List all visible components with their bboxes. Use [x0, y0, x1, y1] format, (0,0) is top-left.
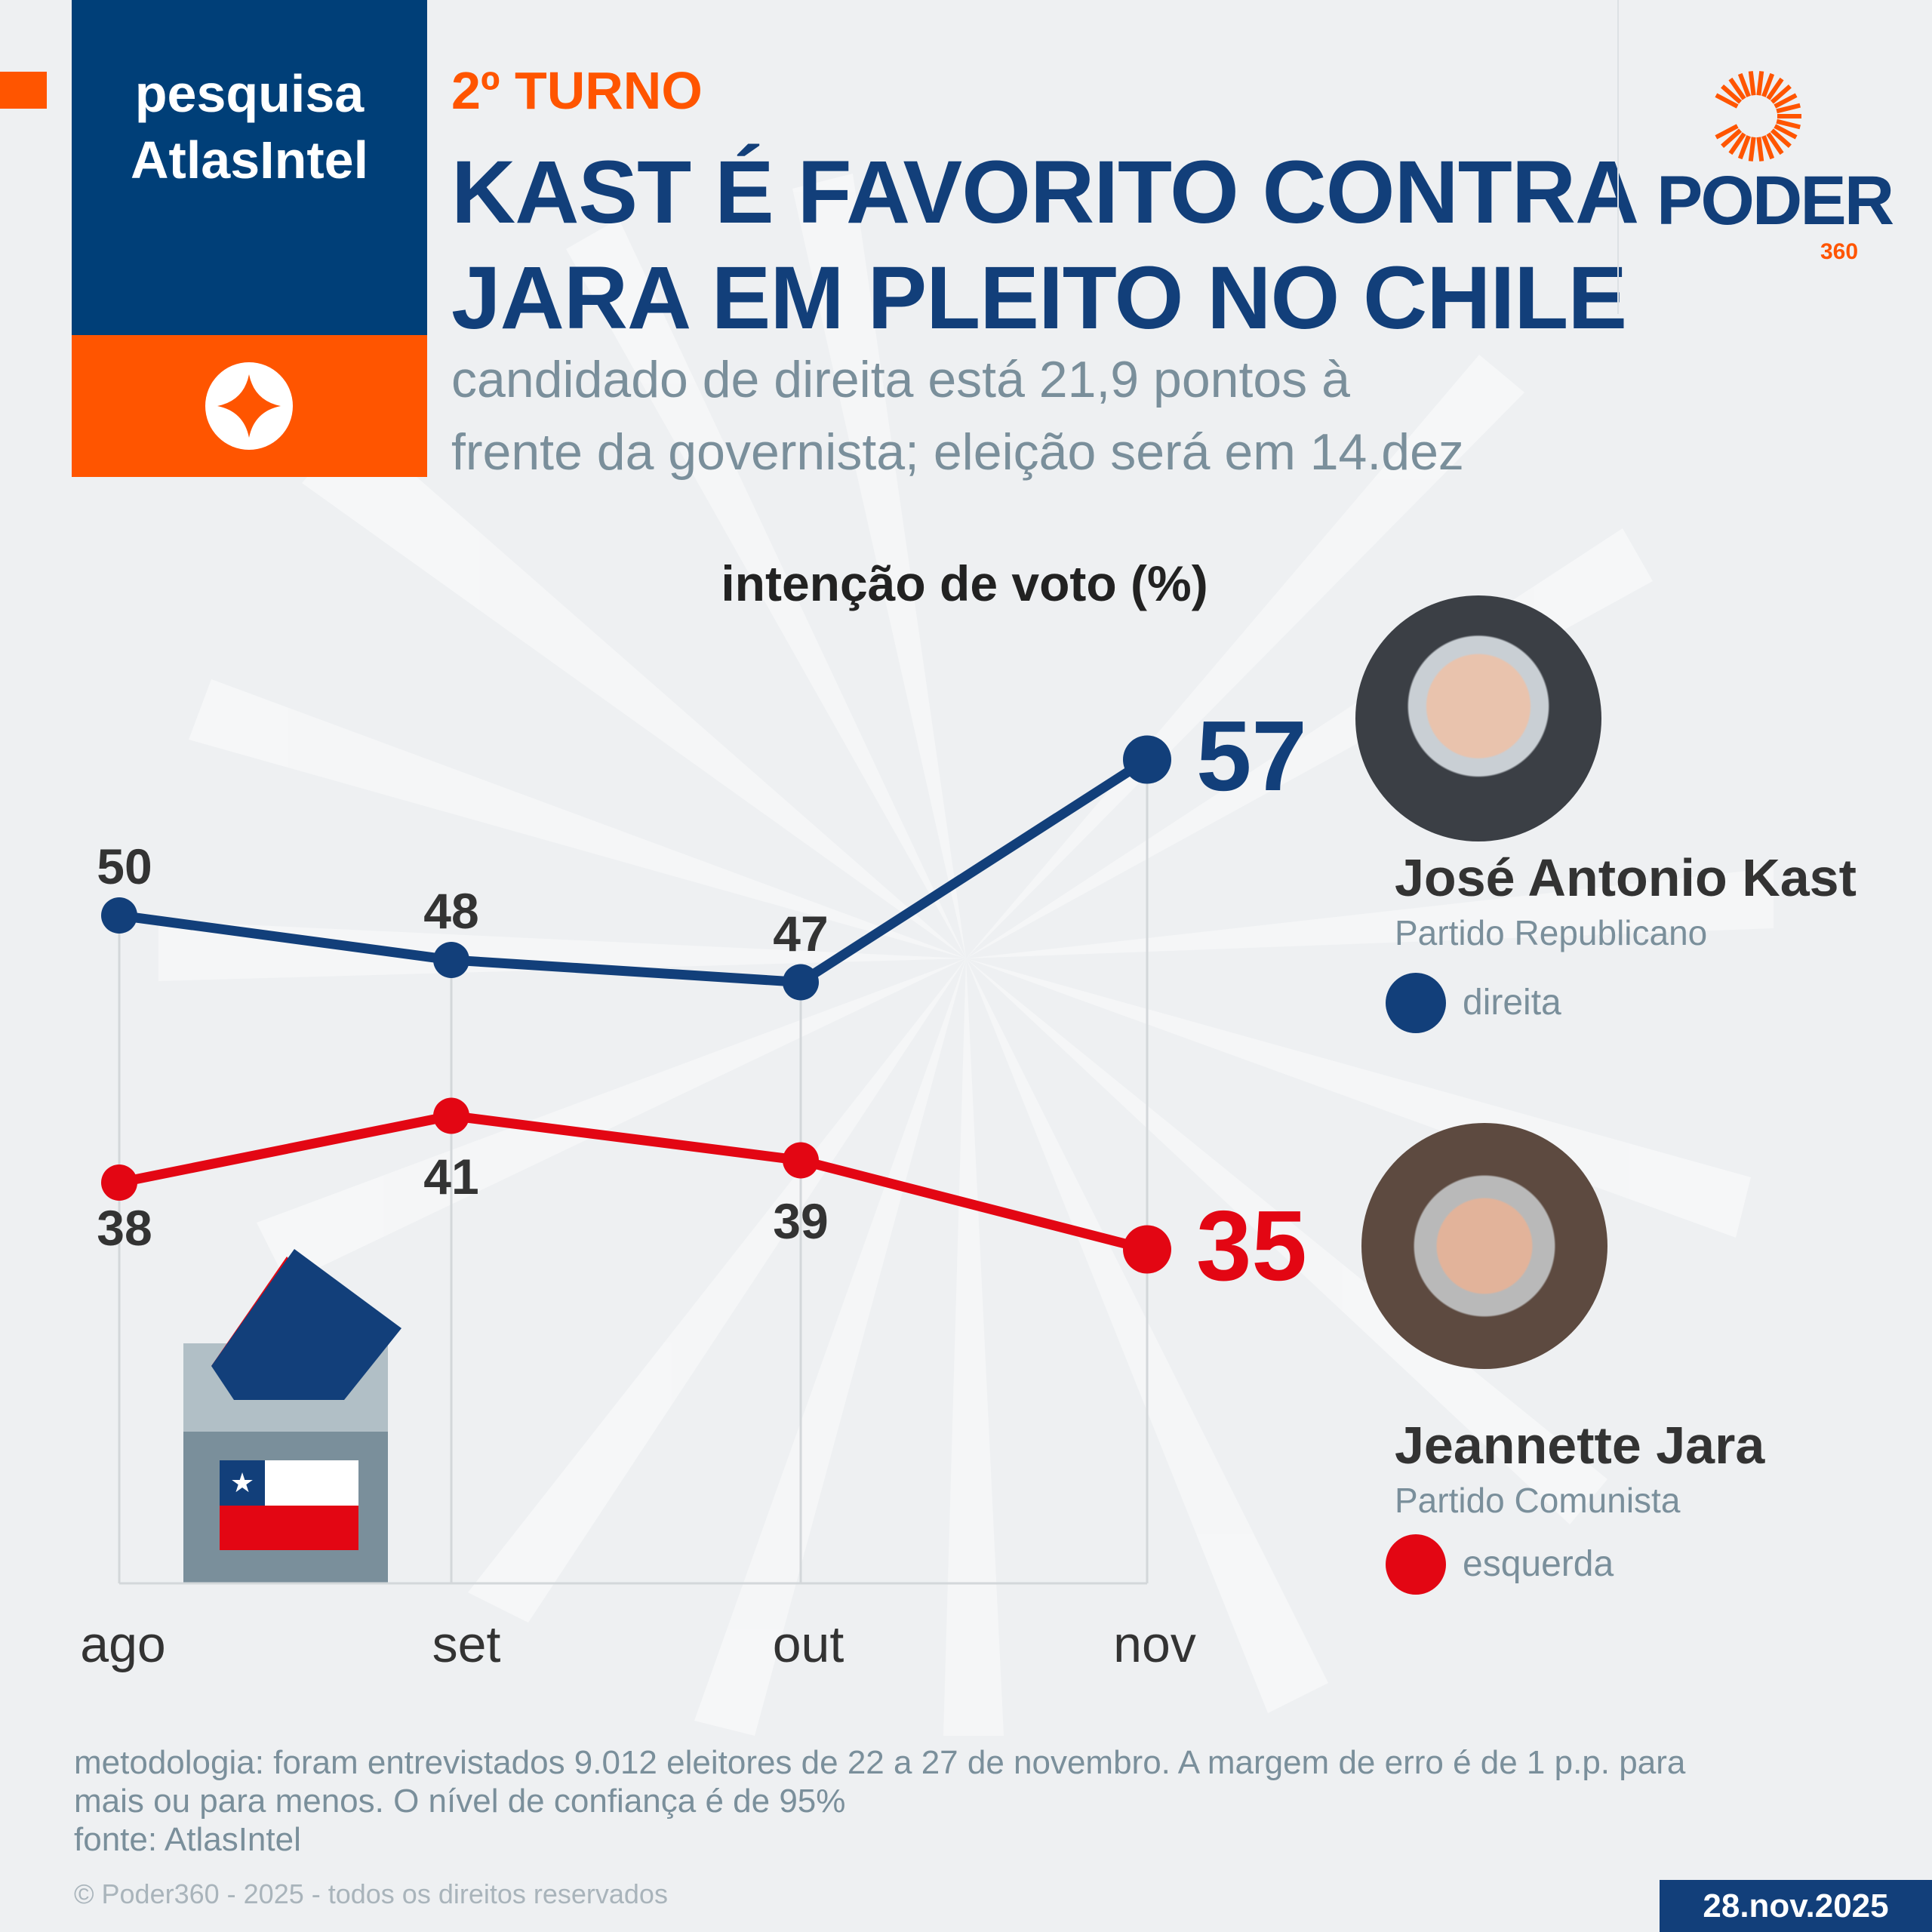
x-tick-ago: ago — [80, 1616, 166, 1673]
data-label: 35 — [1196, 1189, 1307, 1301]
subtitle-line1: candidado de direita está 21,9 pontos à — [451, 351, 1350, 408]
jara-photo — [1361, 1123, 1607, 1369]
headline-line1: KAST É FAVORITO CONTRA — [451, 143, 1639, 242]
data-point — [101, 897, 137, 934]
methodology: metodologia: foram entrevistados 9.012 e… — [74, 1743, 1685, 1859]
series-line-0 — [118, 755, 1150, 987]
series-line-1 — [118, 1111, 1149, 1254]
data-point — [101, 1164, 137, 1201]
kast-name: José Antonio Kast — [1395, 848, 1857, 907]
data-point — [783, 1142, 819, 1179]
data-point — [433, 1097, 469, 1134]
poder-logo-360: 360 — [1820, 239, 1859, 264]
copyright: © Poder360 - 2025 - todos os direitos re… — [74, 1878, 668, 1909]
data-label: 38 — [97, 1200, 152, 1256]
source: fonte: AtlasIntel — [74, 1821, 301, 1858]
chart-title: intenção de voto (%) — [721, 555, 1208, 611]
chile-flag-icon: ★ — [220, 1460, 358, 1550]
x-tick-nov: nov — [1113, 1616, 1196, 1673]
legend-dot-direita — [1386, 973, 1446, 1033]
kast-photo — [1355, 595, 1601, 841]
data-point — [1123, 735, 1171, 784]
atlasintel-badge: pesquisa AtlasIntel — [72, 0, 427, 335]
kicker: 2º TURNO — [451, 61, 703, 120]
data-point — [783, 964, 819, 1001]
data-point — [1123, 1225, 1171, 1274]
methodology-line1: metodologia: foram entrevistados 9.012 e… — [74, 1744, 1686, 1781]
methodology-line2: mais ou para menos. O nível de confiança… — [74, 1783, 846, 1820]
x-tick-set: set — [432, 1616, 501, 1673]
legend-esquerda: esquerda — [1463, 1544, 1614, 1584]
data-label: 50 — [97, 838, 152, 894]
badge-line2: AtlasIntel — [130, 131, 369, 189]
data-label: 47 — [773, 905, 829, 961]
data-label: 41 — [423, 1148, 479, 1204]
jara-name: Jeannette Jara — [1395, 1416, 1765, 1475]
data-point — [433, 942, 469, 978]
subtitle-line2: frente da governista; eleição será em 14… — [451, 423, 1464, 481]
legend-dot-esquerda — [1386, 1534, 1446, 1595]
kast-party: Partido Republicano — [1395, 913, 1708, 952]
date-badge: 28.nov.2025 — [1660, 1880, 1932, 1932]
poder-logo: PODER — [1657, 162, 1894, 239]
compass-icon — [205, 362, 293, 450]
badge-line1: pesquisa — [134, 64, 365, 123]
ballot-paper-icon — [211, 1249, 401, 1400]
headline-line2: JARA EM PLEITO NO CHILE — [451, 248, 1627, 348]
sun-logo-icon — [1715, 71, 1801, 162]
data-label: 48 — [423, 883, 479, 939]
svg-text:★: ★ — [230, 1468, 254, 1499]
jara-party: Partido Comunista — [1395, 1481, 1681, 1520]
data-label: 39 — [773, 1192, 829, 1249]
atlasintel-logo-box — [72, 335, 427, 477]
subtitle: candidado de direita está 21,9 pontos à … — [451, 343, 1464, 488]
accent-tab — [0, 72, 47, 109]
legend-direita: direita — [1463, 983, 1561, 1023]
x-tick-out: out — [772, 1616, 844, 1673]
data-label: 57 — [1196, 700, 1307, 811]
headline: KAST É FAVORITO CONTRA JARA EM PLEITO NO… — [451, 140, 1639, 351]
divider — [1617, 0, 1619, 314]
